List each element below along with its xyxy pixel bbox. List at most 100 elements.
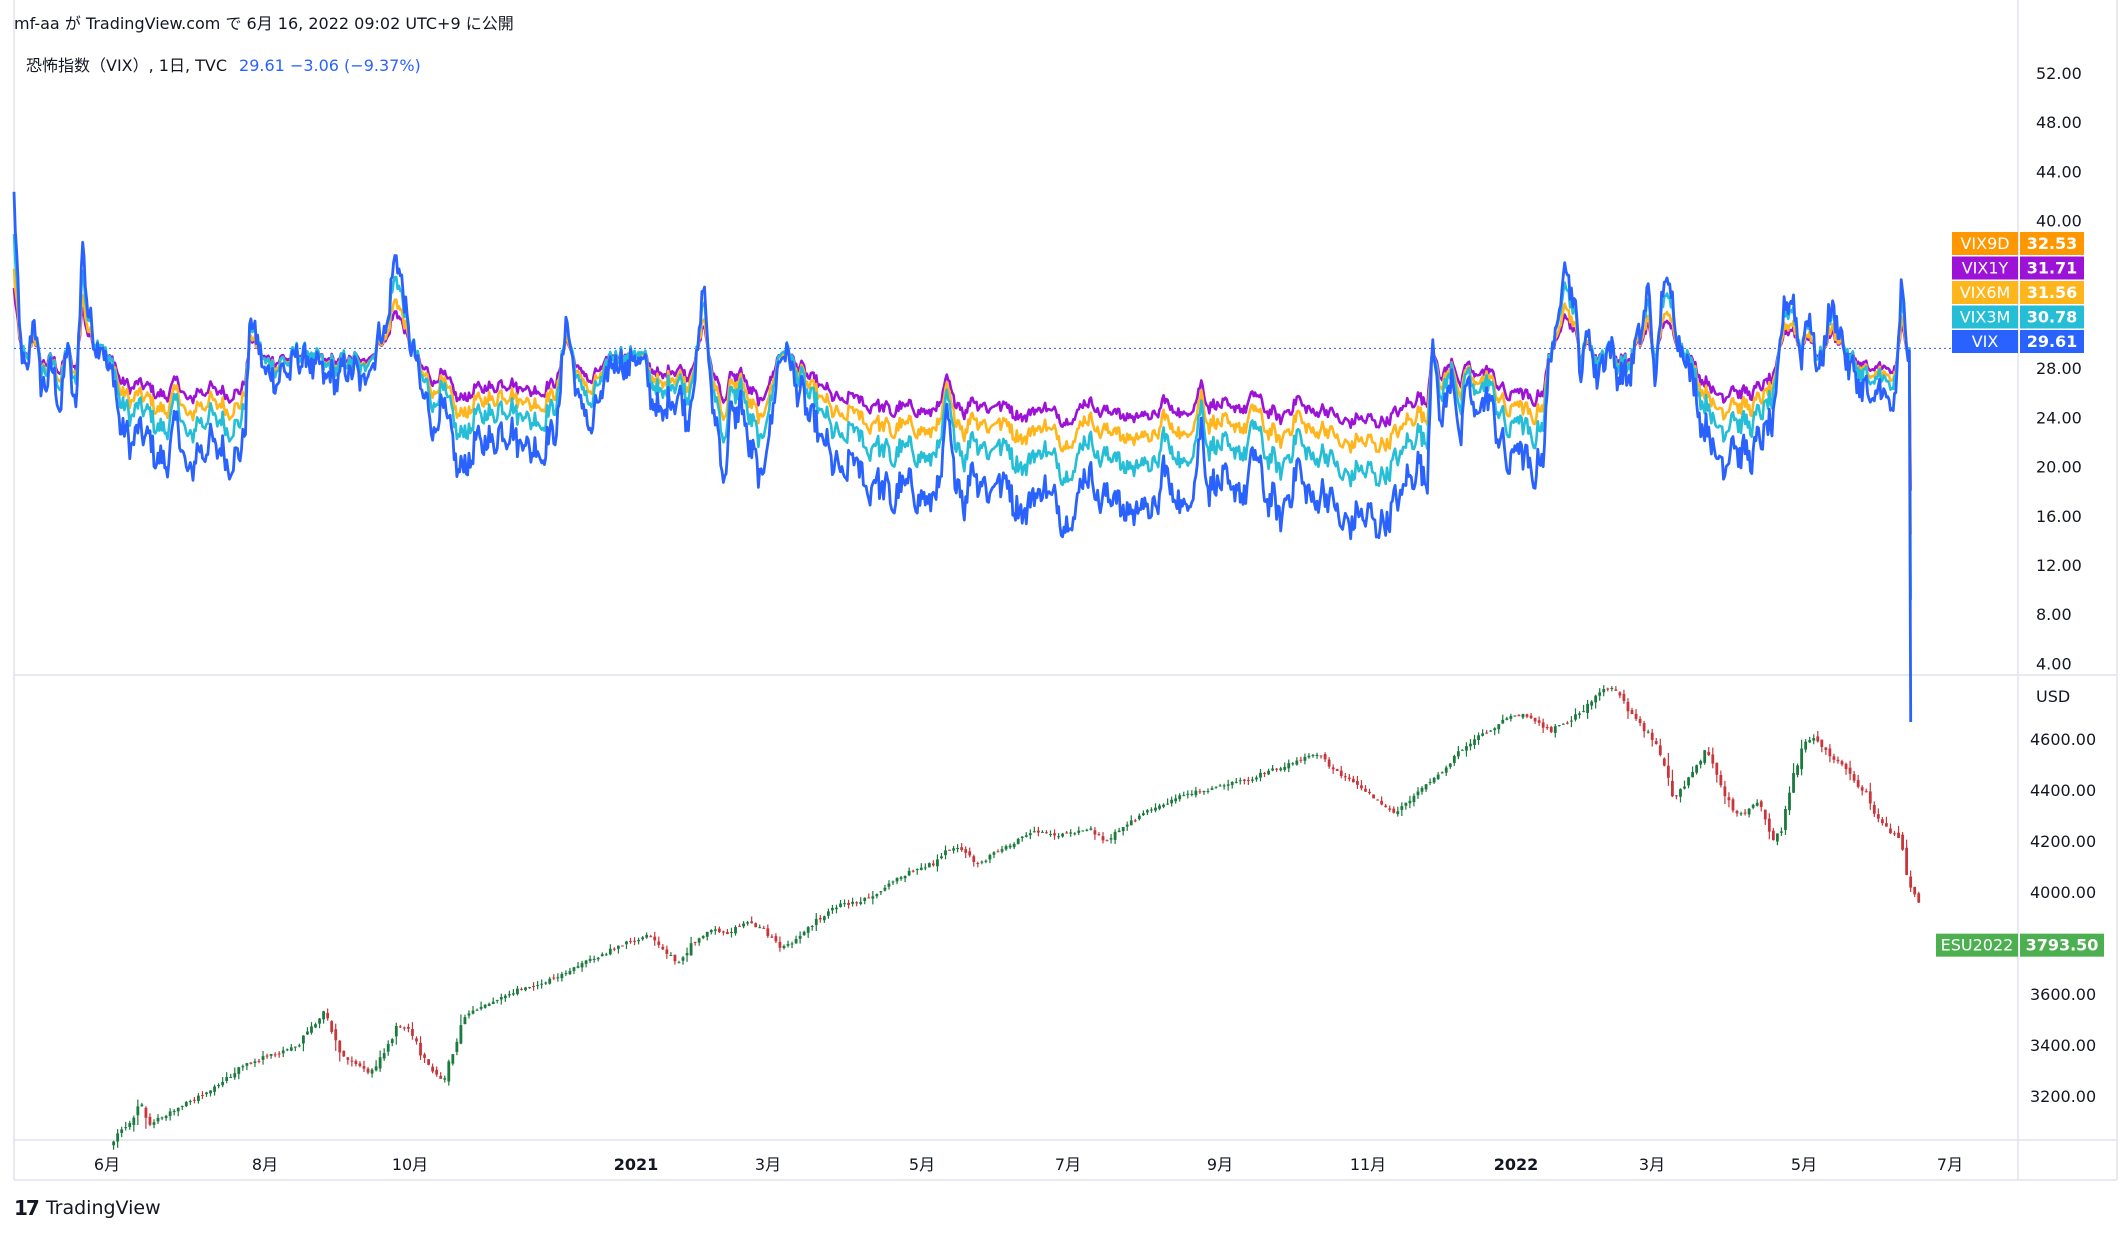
es-candle-body: [451, 1054, 455, 1064]
es-candle-body: [847, 903, 850, 905]
es-candle-body: [1792, 772, 1795, 793]
es-candle-body: [588, 958, 592, 961]
vix-lines-pane: [12, 191, 2018, 723]
es-price-axis: USD4600.004400.004200.004000.003800.0036…: [2030, 687, 2096, 1106]
es-candle-body: [1695, 765, 1699, 773]
es-candle-body: [148, 1116, 152, 1125]
es-candle-body: [411, 1029, 414, 1036]
es-candle-body: [927, 863, 931, 868]
es-candle-body: [124, 1127, 128, 1129]
es-candles-pane: [112, 685, 1921, 1150]
es-candle-body: [952, 848, 955, 851]
es-candle-body: [1687, 777, 1690, 786]
es-candle-body: [1259, 772, 1262, 778]
es-candle-body: [1590, 701, 1594, 706]
es-candle-body: [758, 927, 762, 929]
es-candle-body: [261, 1056, 265, 1060]
es-candle-body: [1275, 768, 1279, 770]
es-candle-body: [988, 855, 992, 860]
es-candle-body: [269, 1054, 273, 1056]
es-candle-body: [1085, 829, 1089, 831]
es-candle-body: [1812, 738, 1816, 741]
es-candle-body: [1089, 828, 1093, 830]
es-candle-body: [394, 1025, 398, 1037]
es-candle-body: [390, 1039, 394, 1044]
es-candle-body: [980, 861, 984, 863]
vix-y-tick: 4.00: [2036, 654, 2072, 673]
es-candle-body: [338, 1040, 342, 1053]
es-candle-body: [1384, 805, 1388, 808]
es-candle-body: [306, 1031, 309, 1035]
publish-header: mf-aa が TradingView.com で 6月 16, 2022 09…: [14, 14, 514, 33]
es-candle-body: [754, 923, 758, 928]
badge-value-vix6m: 31.56: [2027, 283, 2078, 302]
es-candle-body: [1537, 720, 1541, 723]
es-candle-body: [1000, 849, 1004, 852]
es-candle-body: [491, 1001, 495, 1005]
es-candle-body: [544, 982, 548, 984]
es-candle-body: [233, 1073, 237, 1078]
es-candle-body: [1864, 791, 1868, 793]
es-candle-body: [1634, 713, 1638, 719]
es-candle-body: [608, 948, 612, 955]
es-last-value-badge: ESU2022 3793.50: [1936, 933, 2104, 957]
es-candle-body: [1335, 769, 1339, 771]
es-candle-body: [968, 851, 972, 856]
es-candle-body: [265, 1055, 269, 1057]
es-candle-body: [1755, 802, 1759, 806]
es-candle-body: [1307, 755, 1311, 758]
time-tick: 10月: [392, 1155, 428, 1174]
es-candle-body: [1828, 748, 1832, 757]
es-candle-body: [701, 936, 705, 938]
es-candle-body: [806, 927, 810, 933]
es-candle-body: [1202, 790, 1206, 793]
es-candle-body: [532, 985, 535, 987]
es-candle-body: [641, 937, 645, 940]
es-candle-body: [919, 867, 923, 870]
es-candle-body: [1521, 714, 1525, 718]
es-candle-body: [245, 1063, 249, 1066]
es-candle-body: [1856, 780, 1860, 787]
es-candle-body: [1360, 785, 1363, 789]
es-candle-body: [1242, 779, 1246, 781]
es-candle-body: [1299, 759, 1303, 761]
es-candle-body: [1057, 836, 1060, 838]
es-candle-body: [1178, 795, 1182, 800]
es-candle-body: [402, 1027, 406, 1029]
es-candle-body: [1452, 755, 1456, 763]
es-candle-body: [277, 1053, 281, 1055]
es-candle-body: [1836, 759, 1840, 762]
es-candle-body: [1824, 747, 1828, 750]
es-candle-body: [370, 1069, 374, 1074]
es-candle-body: [322, 1011, 326, 1020]
es-candle-body: [770, 936, 774, 938]
es-candle-body: [1436, 774, 1440, 780]
es-candle-body: [1351, 778, 1355, 783]
es-candle-body: [1485, 732, 1489, 734]
es-candle-body: [883, 887, 887, 891]
es-candle-body: [213, 1086, 216, 1092]
es-candle-body: [899, 877, 903, 879]
es-candle-body: [1780, 831, 1783, 833]
es-candle-body: [669, 954, 673, 956]
vix-y-tick: 52.00: [2036, 64, 2082, 83]
vix-y-tick: 20.00: [2036, 458, 2082, 477]
es-candle-body: [160, 1117, 164, 1119]
badge-value-bg-vix3m: [2020, 305, 2084, 329]
es-candle-body: [879, 891, 883, 893]
es-candle-body: [419, 1042, 422, 1056]
es-candle-body: [1166, 803, 1170, 805]
es-candle-body: [1477, 735, 1480, 741]
es-candle-body: [1230, 781, 1234, 785]
es-candle-body: [374, 1066, 378, 1071]
es-candle-body: [180, 1105, 184, 1107]
es-candle-body: [1238, 780, 1242, 782]
es-candle-body: [540, 983, 544, 985]
es-candle-body: [128, 1123, 132, 1127]
es-candle-body: [197, 1095, 200, 1102]
es-candle-body: [512, 993, 515, 995]
badge-name-esu2022: ESU2022: [1941, 936, 2014, 955]
es-candle-body: [810, 925, 814, 927]
es-candle-body: [1848, 767, 1852, 774]
